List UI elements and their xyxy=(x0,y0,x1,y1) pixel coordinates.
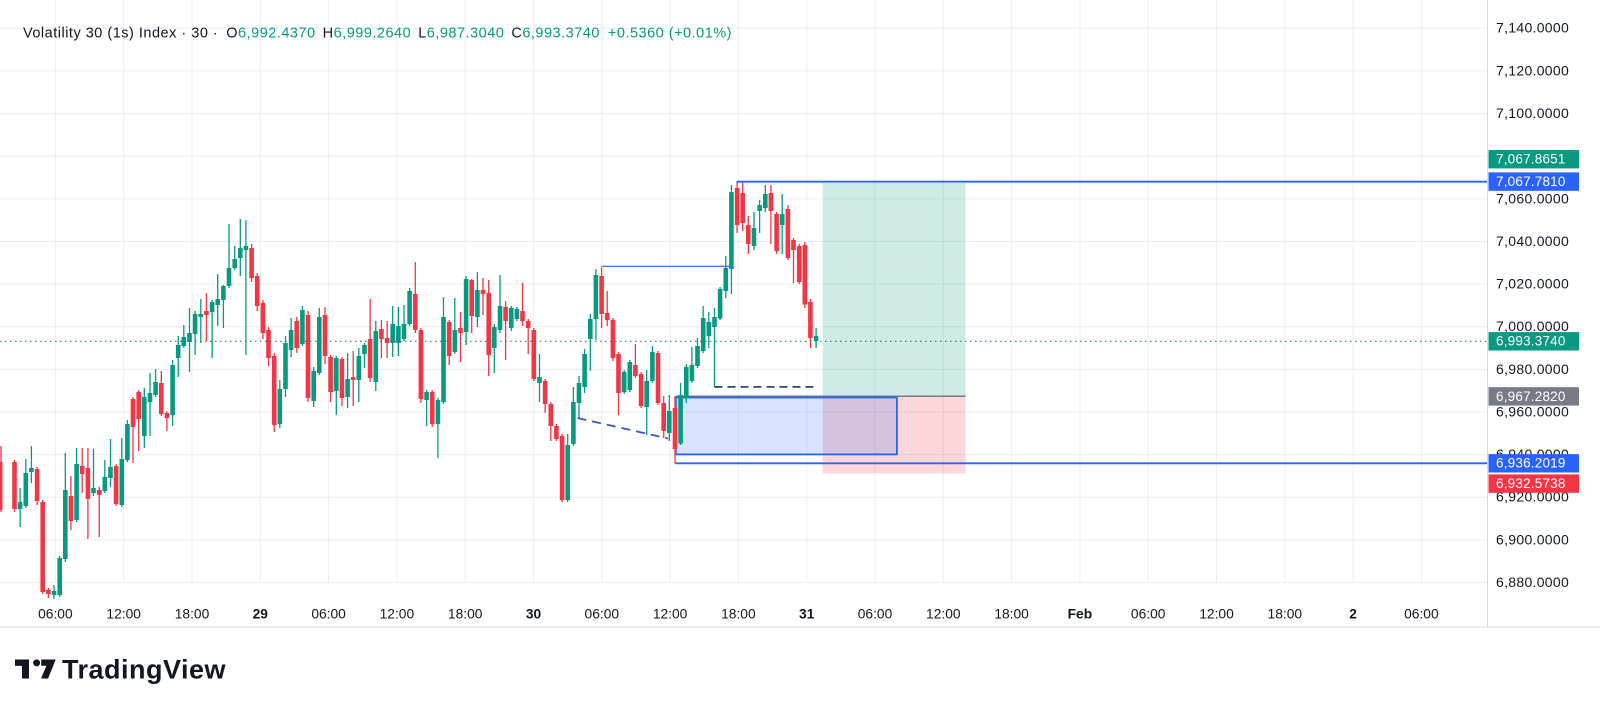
svg-text:06:00: 06:00 xyxy=(38,606,73,621)
svg-text:18:00: 18:00 xyxy=(721,606,756,621)
svg-text:7,040.0000: 7,040.0000 xyxy=(1496,233,1569,249)
svg-text:7,060.0000: 7,060.0000 xyxy=(1496,190,1569,206)
svg-text:18:00: 18:00 xyxy=(448,606,483,621)
svg-text:6,932.5738: 6,932.5738 xyxy=(1496,476,1566,491)
svg-text:7,120.0000: 7,120.0000 xyxy=(1496,62,1569,78)
svg-text:18:00: 18:00 xyxy=(994,606,1029,621)
svg-text:6,960.0000: 6,960.0000 xyxy=(1496,403,1569,419)
svg-text:7,020.0000: 7,020.0000 xyxy=(1496,276,1569,292)
svg-text:2: 2 xyxy=(1349,606,1357,621)
svg-text:Feb: Feb xyxy=(1068,606,1093,621)
svg-text:6,993.3740: 6,993.3740 xyxy=(1496,334,1566,349)
svg-text:6,880.0000: 6,880.0000 xyxy=(1496,574,1569,590)
svg-text:18:00: 18:00 xyxy=(175,606,210,621)
svg-text:12:00: 12:00 xyxy=(106,606,141,621)
svg-text:06:00: 06:00 xyxy=(858,606,893,621)
svg-text:06:00: 06:00 xyxy=(311,606,346,621)
svg-text:6,900.0000: 6,900.0000 xyxy=(1496,531,1569,547)
svg-text:6,980.0000: 6,980.0000 xyxy=(1496,361,1569,377)
svg-text:6,967.2820: 6,967.2820 xyxy=(1496,389,1566,404)
svg-text:12:00: 12:00 xyxy=(380,606,415,621)
svg-text:12:00: 12:00 xyxy=(926,606,961,621)
svg-text:7,100.0000: 7,100.0000 xyxy=(1496,105,1569,121)
svg-text:06:00: 06:00 xyxy=(1404,606,1439,621)
svg-text:12:00: 12:00 xyxy=(653,606,688,621)
svg-text:Volatility 30 (1s) Index · 30: Volatility 30 (1s) Index · 30 · O6,992.43… xyxy=(23,26,732,42)
svg-text:18:00: 18:00 xyxy=(1268,606,1303,621)
svg-text:12:00: 12:00 xyxy=(1199,606,1234,621)
svg-text:06:00: 06:00 xyxy=(1131,606,1166,621)
svg-text:7,067.7810: 7,067.7810 xyxy=(1496,174,1566,189)
svg-text:29: 29 xyxy=(253,606,269,621)
svg-text:7,067.8651: 7,067.8651 xyxy=(1496,152,1566,167)
svg-text:06:00: 06:00 xyxy=(585,606,620,621)
svg-text:30: 30 xyxy=(526,606,542,621)
svg-text:7,000.0000: 7,000.0000 xyxy=(1496,318,1569,334)
svg-text:6,936.2019: 6,936.2019 xyxy=(1496,456,1566,471)
svg-text:7,140.0000: 7,140.0000 xyxy=(1496,20,1569,36)
svg-text:TradingView: TradingView xyxy=(62,655,227,685)
svg-text:31: 31 xyxy=(799,606,815,621)
